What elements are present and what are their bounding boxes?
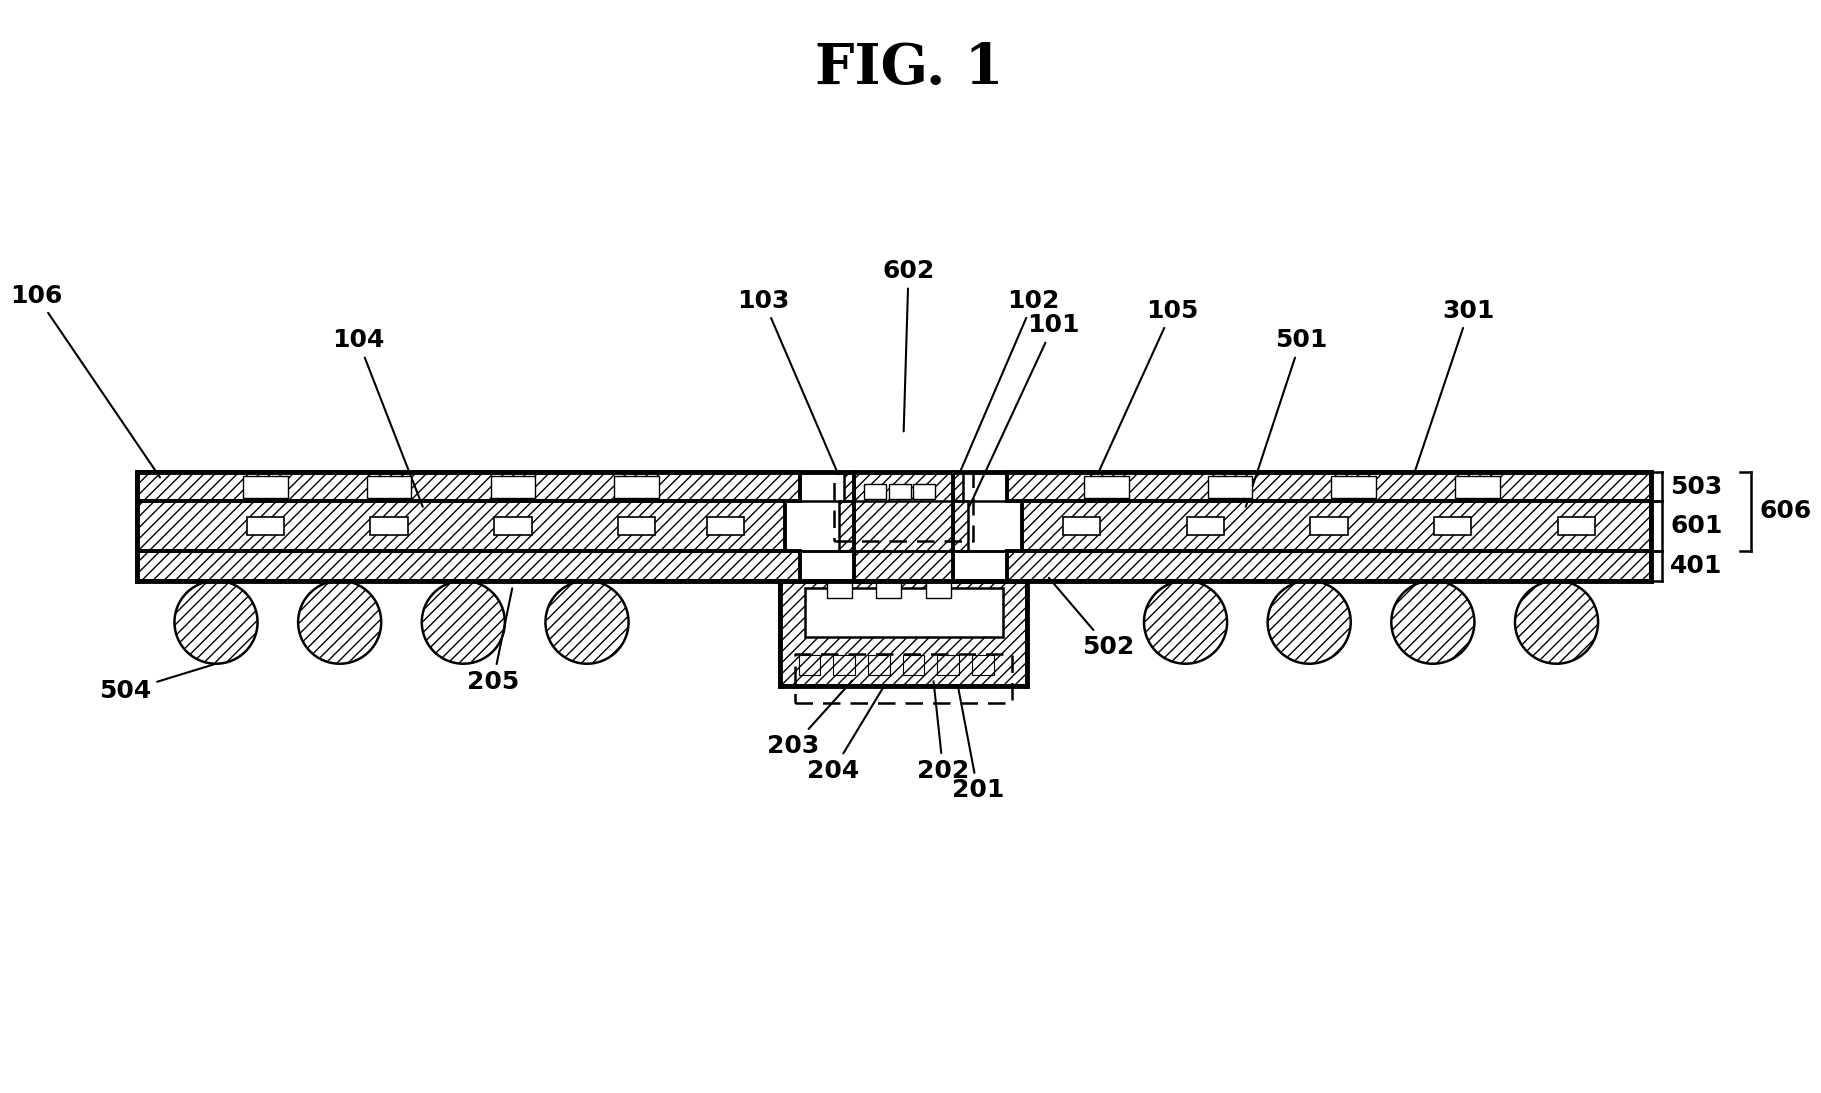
Text: 601: 601 bbox=[1670, 514, 1723, 538]
Bar bbox=[827, 580, 852, 599]
Text: 602: 602 bbox=[883, 259, 934, 432]
Text: 102: 102 bbox=[960, 289, 1060, 474]
Bar bbox=[805, 588, 1003, 637]
Bar bbox=[370, 517, 408, 536]
Bar bbox=[863, 484, 885, 498]
Bar bbox=[1187, 517, 1224, 536]
Circle shape bbox=[175, 580, 257, 663]
Text: 202: 202 bbox=[918, 681, 969, 783]
Circle shape bbox=[1267, 580, 1351, 663]
Bar bbox=[799, 655, 821, 674]
Bar bbox=[779, 580, 1027, 686]
Bar bbox=[869, 655, 890, 674]
Text: 103: 103 bbox=[738, 289, 838, 474]
Bar bbox=[1207, 475, 1253, 497]
Bar bbox=[1309, 517, 1348, 536]
Text: 606: 606 bbox=[1759, 500, 1812, 524]
Circle shape bbox=[1515, 580, 1599, 663]
Bar bbox=[490, 475, 535, 497]
Text: 204: 204 bbox=[807, 689, 883, 783]
Bar bbox=[914, 484, 936, 498]
Circle shape bbox=[1144, 580, 1227, 663]
Bar bbox=[834, 655, 856, 674]
Bar bbox=[1007, 551, 1650, 580]
Bar bbox=[938, 655, 960, 674]
Bar bbox=[617, 517, 656, 536]
Bar bbox=[854, 472, 952, 580]
Bar bbox=[137, 472, 799, 502]
Bar bbox=[876, 580, 901, 599]
Circle shape bbox=[546, 580, 628, 663]
Text: FIG. 1: FIG. 1 bbox=[814, 40, 1003, 96]
Text: 205: 205 bbox=[466, 588, 519, 694]
Text: 504: 504 bbox=[100, 665, 213, 704]
Bar bbox=[614, 475, 659, 497]
Text: 501: 501 bbox=[1246, 328, 1328, 507]
Bar bbox=[137, 551, 799, 580]
Bar bbox=[1063, 517, 1100, 536]
Bar bbox=[137, 502, 785, 551]
Bar bbox=[925, 580, 951, 599]
Bar bbox=[1083, 475, 1129, 497]
Text: 503: 503 bbox=[1670, 474, 1723, 498]
Bar bbox=[903, 655, 925, 674]
Bar bbox=[839, 502, 969, 551]
Text: 105: 105 bbox=[1098, 298, 1198, 474]
Circle shape bbox=[422, 580, 504, 663]
Bar bbox=[1022, 502, 1650, 551]
Text: 401: 401 bbox=[1670, 554, 1723, 578]
Bar bbox=[366, 475, 412, 497]
Bar bbox=[244, 475, 288, 497]
Text: 104: 104 bbox=[331, 328, 422, 507]
Text: 301: 301 bbox=[1413, 298, 1495, 474]
Circle shape bbox=[299, 580, 381, 663]
Text: 201: 201 bbox=[952, 690, 1003, 802]
Bar bbox=[845, 472, 963, 502]
Text: 502: 502 bbox=[1049, 578, 1134, 659]
Bar bbox=[1331, 475, 1377, 497]
Bar bbox=[1557, 517, 1595, 536]
Bar bbox=[972, 655, 994, 674]
Text: 106: 106 bbox=[11, 284, 160, 478]
Text: 101: 101 bbox=[969, 314, 1080, 507]
Bar bbox=[493, 517, 532, 536]
Bar bbox=[1455, 475, 1501, 497]
Bar bbox=[889, 484, 910, 498]
Text: 203: 203 bbox=[767, 681, 852, 757]
Bar bbox=[707, 517, 745, 536]
Circle shape bbox=[1391, 580, 1475, 663]
Bar bbox=[1007, 472, 1650, 502]
Bar bbox=[246, 517, 284, 536]
Bar bbox=[1433, 517, 1471, 536]
